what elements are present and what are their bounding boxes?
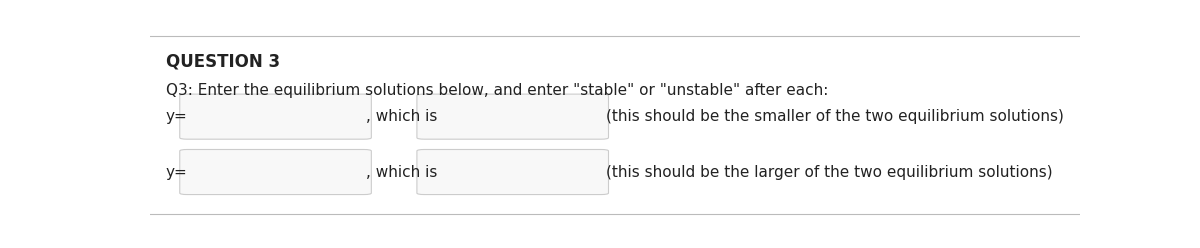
Text: QUESTION 3: QUESTION 3 [166, 53, 280, 71]
Text: , which is: , which is [366, 164, 437, 180]
Text: (this should be the smaller of the two equilibrium solutions): (this should be the smaller of the two e… [606, 109, 1063, 124]
Text: (this should be the larger of the two equilibrium solutions): (this should be the larger of the two eq… [606, 164, 1052, 180]
Text: y=: y= [166, 109, 187, 124]
Text: y=: y= [166, 164, 187, 180]
FancyBboxPatch shape [180, 150, 371, 195]
FancyBboxPatch shape [416, 150, 608, 195]
Text: Q3: Enter the equilibrium solutions below, and enter "stable" or "unstable" afte: Q3: Enter the equilibrium solutions belo… [166, 83, 828, 98]
Text: , which is: , which is [366, 109, 437, 124]
FancyBboxPatch shape [180, 94, 371, 139]
FancyBboxPatch shape [416, 94, 608, 139]
